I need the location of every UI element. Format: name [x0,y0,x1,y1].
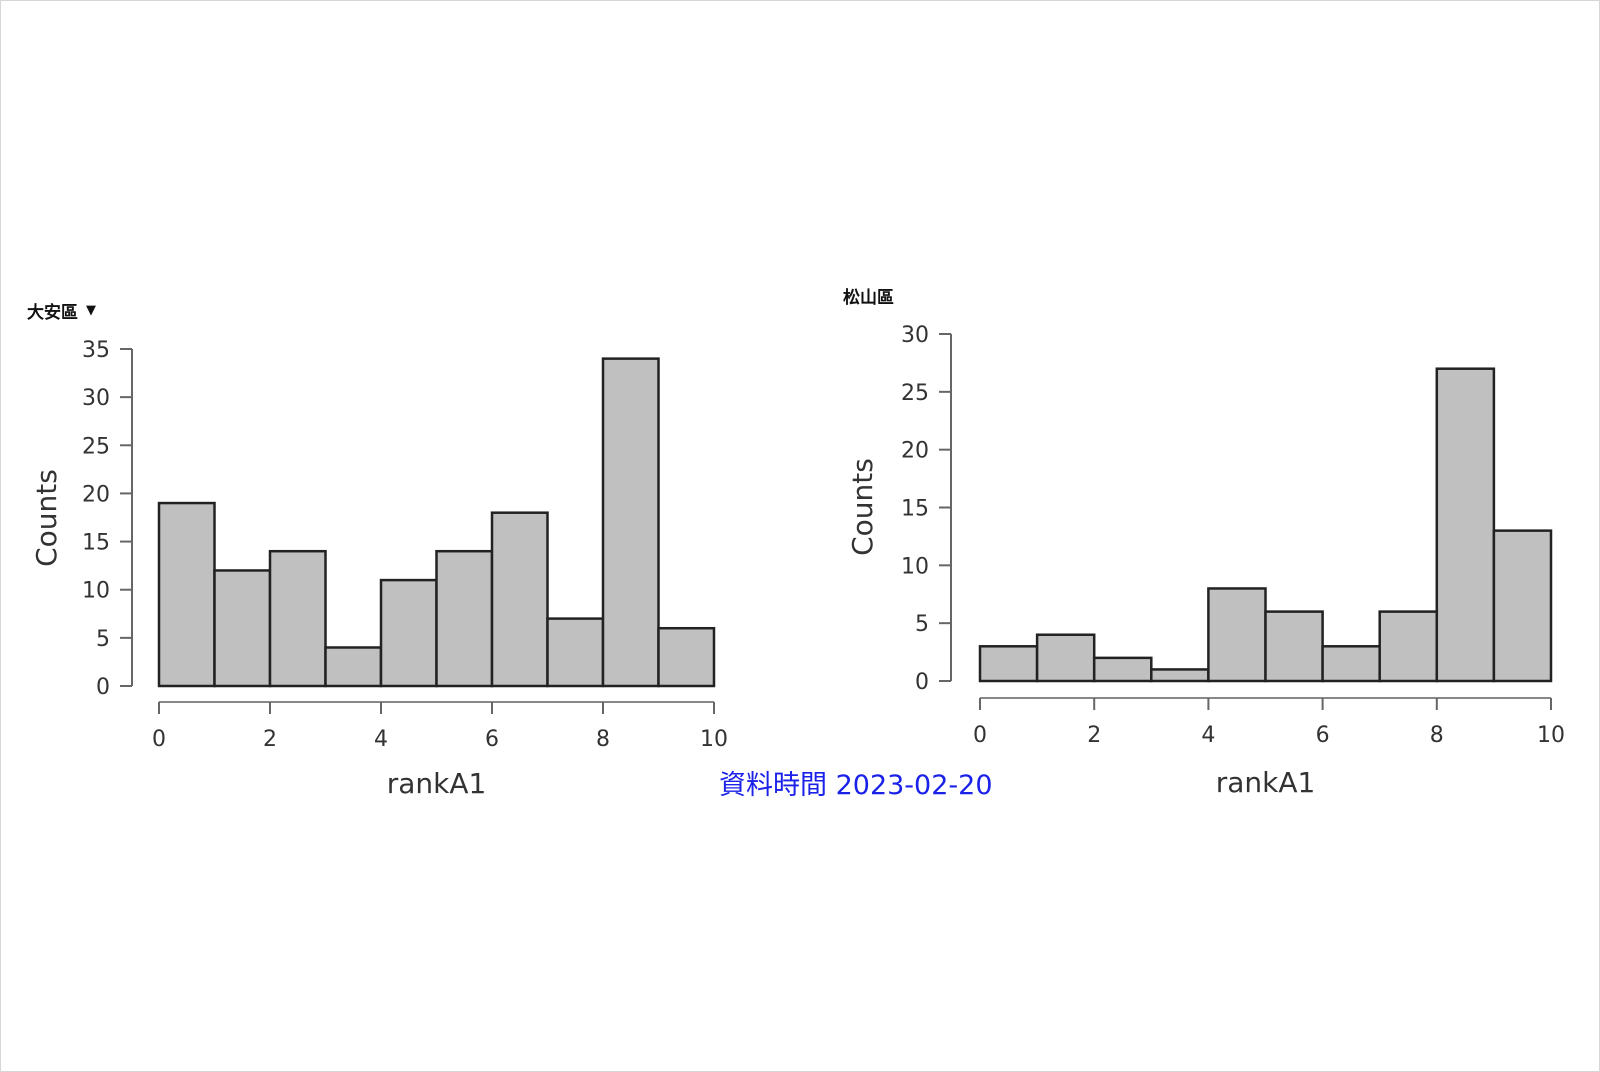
y-tick-label: 10 [82,579,110,604]
y-tick-label: 0 [96,675,110,700]
histogram-bar [213,569,272,688]
histogram-bar [657,626,716,688]
y-tick-label: 15 [82,531,110,556]
y-axis-title: Counts [30,469,63,567]
y-tick-label: 5 [96,627,110,652]
caret-down-icon: ▼ [86,303,96,318]
x-tick-label: 10 [700,727,728,752]
district-title: 松山區 [843,288,894,308]
district-select[interactable]: 大安區 ▼ [27,298,96,323]
y-tick-label: 20 [82,482,110,507]
x-tick-label: 2 [263,727,277,752]
x-tick-label: 4 [374,727,388,752]
histogram-bar [601,357,660,688]
district-select-label: 大安區 [27,303,78,323]
histogram-bar [157,501,216,688]
histogram-bar [546,617,605,688]
histogram-bar [324,646,383,688]
y-tick-label: 30 [82,386,110,411]
histogram-bar [379,578,438,688]
histogram-bar [490,511,549,688]
x-tick-label: 6 [485,727,499,752]
y-tick-label: 25 [82,434,110,459]
x-tick-label: 8 [596,727,610,752]
y-tick-label: 35 [82,338,110,363]
x-tick-label: 0 [152,727,166,752]
x-axis-title: rankA1 [387,767,487,800]
histogram-bar [268,549,327,688]
histogram-bar [435,549,494,688]
data-date-link[interactable]: 資料時間 2023-02-20 [719,770,993,801]
